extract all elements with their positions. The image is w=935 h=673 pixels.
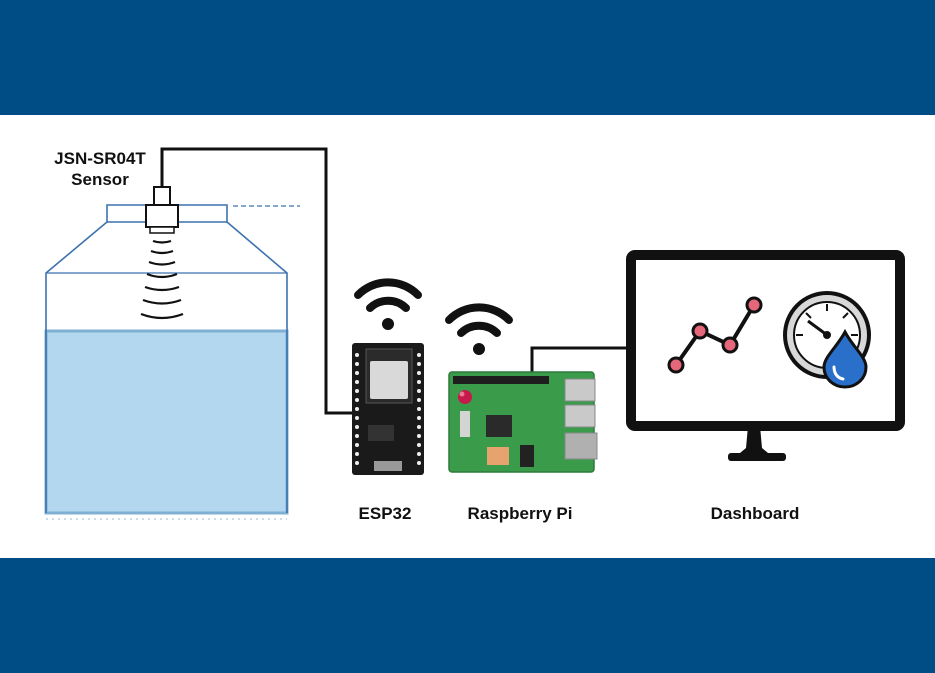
bottom-banner bbox=[0, 558, 935, 673]
water-drop-icon bbox=[822, 328, 868, 389]
esp32-board bbox=[352, 343, 424, 475]
ultrasonic-waves-icon bbox=[140, 239, 184, 320]
line-chart-icon bbox=[667, 296, 763, 374]
top-banner bbox=[0, 0, 935, 115]
dashboard-label: Dashboard bbox=[710, 504, 800, 523]
sensor-wire bbox=[160, 147, 354, 415]
raspberry-pi-label: Raspberry Pi bbox=[467, 504, 573, 523]
water-body bbox=[44, 329, 289, 515]
water-tank bbox=[44, 204, 300, 520]
diagram-svg bbox=[44, 147, 905, 520]
wifi-icon bbox=[445, 303, 513, 355]
raspberry-pi-board bbox=[448, 371, 598, 473]
wifi-icon bbox=[354, 278, 422, 330]
sensor-label-line2: Sensor bbox=[71, 170, 129, 189]
sensor-label: JSN-SR04T Sensor bbox=[20, 148, 180, 190]
pi-to-dashboard-wire bbox=[530, 346, 632, 379]
sensor-label-line1: JSN-SR04T bbox=[54, 149, 146, 168]
jsn-sr04t-sensor bbox=[145, 186, 179, 234]
diagram-canvas: JSN-SR04T Sensor ESP32 Raspberry Pi Dash… bbox=[0, 115, 935, 558]
esp32-label: ESP32 bbox=[358, 504, 412, 523]
